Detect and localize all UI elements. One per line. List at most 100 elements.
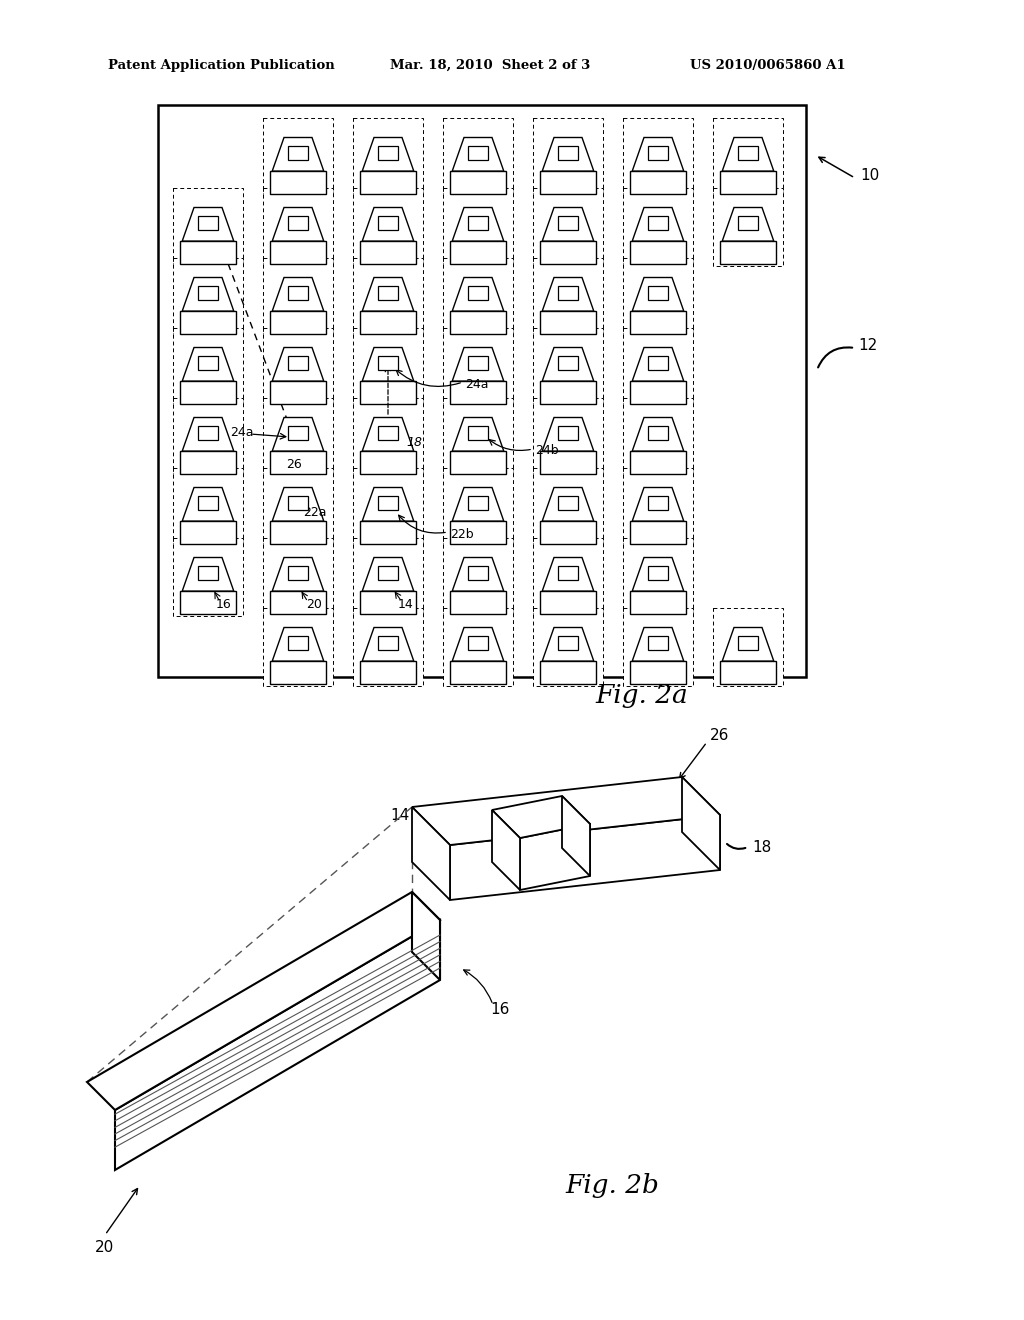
Polygon shape [115, 920, 440, 1170]
Polygon shape [453, 347, 504, 381]
Bar [648, 636, 668, 649]
Text: 26: 26 [710, 727, 729, 742]
Bar [360, 591, 416, 614]
Polygon shape [543, 207, 594, 242]
Bar [173, 257, 243, 337]
Bar [173, 327, 243, 407]
Bar [263, 327, 333, 407]
Bar [630, 381, 686, 404]
Bar [443, 469, 513, 546]
Bar [623, 117, 693, 195]
Bar [648, 496, 668, 510]
Bar [199, 356, 218, 370]
Bar [378, 566, 397, 579]
Bar [360, 242, 416, 264]
Polygon shape [722, 207, 774, 242]
Bar [534, 539, 603, 616]
Bar [353, 257, 423, 337]
Bar [180, 451, 236, 474]
Bar [173, 187, 243, 267]
Bar [720, 172, 776, 194]
Bar [173, 399, 243, 477]
Bar [263, 399, 333, 477]
Polygon shape [272, 627, 324, 661]
Bar [540, 451, 596, 474]
Polygon shape [412, 777, 720, 845]
Polygon shape [543, 137, 594, 172]
Bar [534, 327, 603, 407]
Bar [630, 521, 686, 544]
Bar [738, 636, 758, 649]
Bar [450, 451, 506, 474]
Polygon shape [182, 347, 233, 381]
Polygon shape [362, 417, 414, 451]
Bar [558, 356, 578, 370]
Bar [450, 172, 506, 194]
Bar [534, 399, 603, 477]
Bar [630, 242, 686, 264]
Bar [738, 147, 758, 160]
Bar [443, 257, 513, 337]
Bar [623, 257, 693, 337]
Polygon shape [632, 347, 684, 381]
Bar [630, 312, 686, 334]
Bar [540, 591, 596, 614]
Polygon shape [362, 557, 414, 591]
Text: 16: 16 [216, 598, 231, 611]
Bar [450, 661, 506, 685]
Bar [180, 521, 236, 544]
Text: 20: 20 [306, 598, 322, 611]
Polygon shape [453, 487, 504, 521]
Polygon shape [182, 277, 233, 312]
Polygon shape [562, 796, 590, 876]
Polygon shape [182, 557, 233, 591]
Bar [270, 661, 326, 685]
Bar [534, 609, 603, 686]
Bar [468, 147, 487, 160]
Polygon shape [453, 137, 504, 172]
Polygon shape [272, 207, 324, 242]
Bar [353, 609, 423, 686]
Bar [443, 117, 513, 195]
Text: 14: 14 [398, 598, 414, 611]
Bar [199, 566, 218, 579]
Bar [623, 399, 693, 477]
Bar [263, 187, 333, 267]
Bar [180, 242, 236, 264]
Text: 22a: 22a [303, 506, 327, 519]
Bar [199, 286, 218, 300]
Text: 20: 20 [95, 1241, 115, 1255]
Polygon shape [272, 347, 324, 381]
Bar [263, 539, 333, 616]
Bar [648, 216, 668, 230]
Bar [713, 117, 783, 195]
Bar [353, 539, 423, 616]
Bar [713, 187, 783, 267]
Polygon shape [632, 137, 684, 172]
Bar [468, 636, 487, 649]
Bar [180, 312, 236, 334]
Bar [270, 381, 326, 404]
Polygon shape [520, 824, 590, 890]
Bar [378, 496, 397, 510]
Bar [173, 539, 243, 616]
Bar [540, 172, 596, 194]
Polygon shape [450, 814, 720, 900]
Bar [378, 216, 397, 230]
Bar [263, 469, 333, 546]
Bar [270, 172, 326, 194]
Polygon shape [453, 277, 504, 312]
Polygon shape [543, 557, 594, 591]
Bar [360, 521, 416, 544]
Bar [270, 591, 326, 614]
Bar [630, 591, 686, 614]
Bar [540, 312, 596, 334]
Bar [288, 496, 308, 510]
Bar [540, 521, 596, 544]
Bar [468, 216, 487, 230]
Text: 12: 12 [858, 338, 878, 352]
Polygon shape [362, 487, 414, 521]
Bar [630, 661, 686, 685]
Polygon shape [543, 417, 594, 451]
Polygon shape [272, 277, 324, 312]
